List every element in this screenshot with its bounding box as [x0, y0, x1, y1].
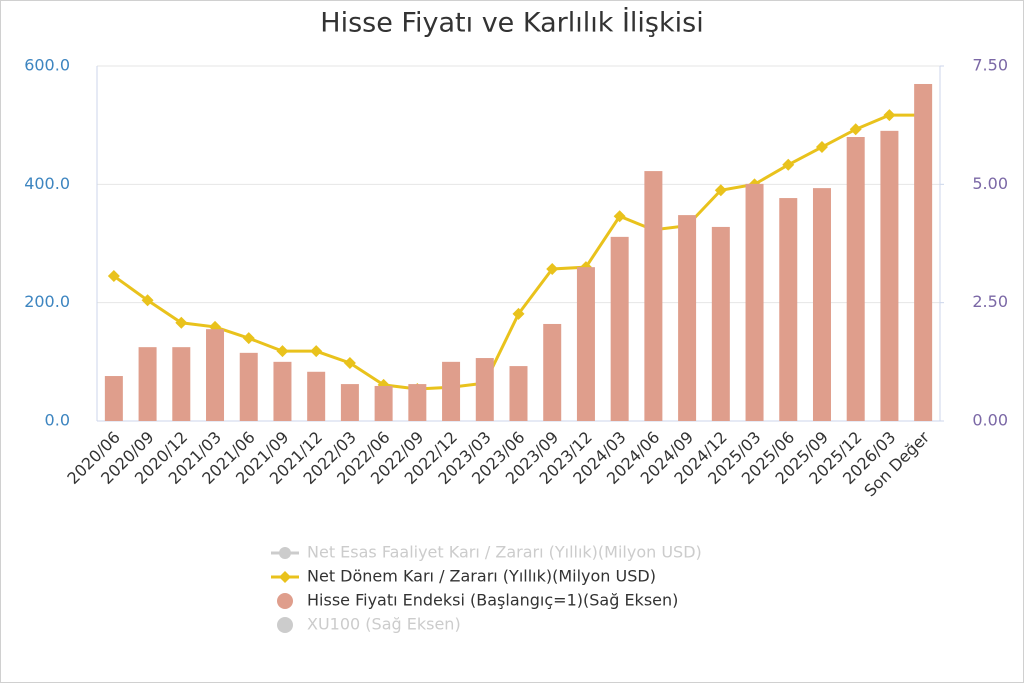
bar — [442, 361, 461, 421]
bar — [745, 183, 764, 421]
y-tick-label: 400.0 — [24, 174, 70, 193]
line-marker — [343, 357, 356, 370]
line-marker — [782, 158, 795, 171]
bar — [340, 384, 359, 421]
line-marker — [613, 210, 626, 223]
line-marker — [107, 270, 120, 283]
bar — [475, 358, 494, 421]
bar — [104, 376, 123, 421]
y2-tick-label: 7.50 — [972, 56, 1008, 75]
legend-label[interactable]: XU100 (Sağ Eksen) — [307, 615, 461, 634]
y2-tick-label: 5.00 — [972, 174, 1008, 193]
line-marker — [714, 184, 727, 197]
bar — [408, 384, 427, 421]
line-marker — [141, 294, 154, 307]
bar — [846, 137, 865, 421]
chart-title: Hisse Fiyatı ve Karlılık İlişkisi — [320, 7, 703, 39]
bar — [509, 366, 528, 421]
bar — [307, 371, 326, 421]
bar — [374, 385, 393, 421]
legend-marker — [279, 547, 291, 559]
bar — [610, 236, 629, 421]
legend-marker — [277, 593, 293, 609]
bar — [273, 361, 292, 421]
bar — [914, 83, 933, 421]
legend-marker — [277, 617, 293, 633]
bar — [239, 352, 258, 421]
line-marker — [546, 262, 559, 275]
bar — [543, 323, 562, 421]
legend-label[interactable]: Hisse Fiyatı Endeksi (Başlangıç=1)(Sağ E… — [307, 591, 678, 610]
bar — [812, 188, 831, 421]
y2-tick-label: 0.00 — [972, 411, 1008, 430]
line-marker — [512, 307, 525, 320]
legend-label[interactable]: Net Esas Faaliyet Karı / Zararı (Yıllık)… — [307, 543, 702, 562]
y-tick-label: 0.0 — [45, 411, 70, 430]
line-marker — [849, 123, 862, 136]
bar — [138, 347, 157, 421]
bar — [172, 347, 191, 421]
bar — [644, 171, 663, 421]
bar — [779, 198, 798, 421]
line-marker — [242, 332, 255, 345]
legend-marker — [279, 571, 291, 583]
legend-label[interactable]: Net Dönem Karı / Zararı (Yıllık)(Milyon … — [307, 567, 656, 586]
y-tick-label: 600.0 — [24, 56, 70, 75]
bar — [678, 215, 697, 421]
y2-tick-label: 2.50 — [972, 292, 1008, 311]
line-marker — [815, 141, 828, 154]
line-marker — [883, 109, 896, 122]
bar — [880, 130, 899, 421]
bar — [576, 267, 595, 421]
line-marker — [276, 345, 289, 358]
bar — [206, 329, 225, 421]
line-marker — [310, 345, 323, 358]
bar — [711, 226, 730, 421]
y-tick-label: 200.0 — [24, 292, 70, 311]
line-marker — [175, 316, 188, 329]
